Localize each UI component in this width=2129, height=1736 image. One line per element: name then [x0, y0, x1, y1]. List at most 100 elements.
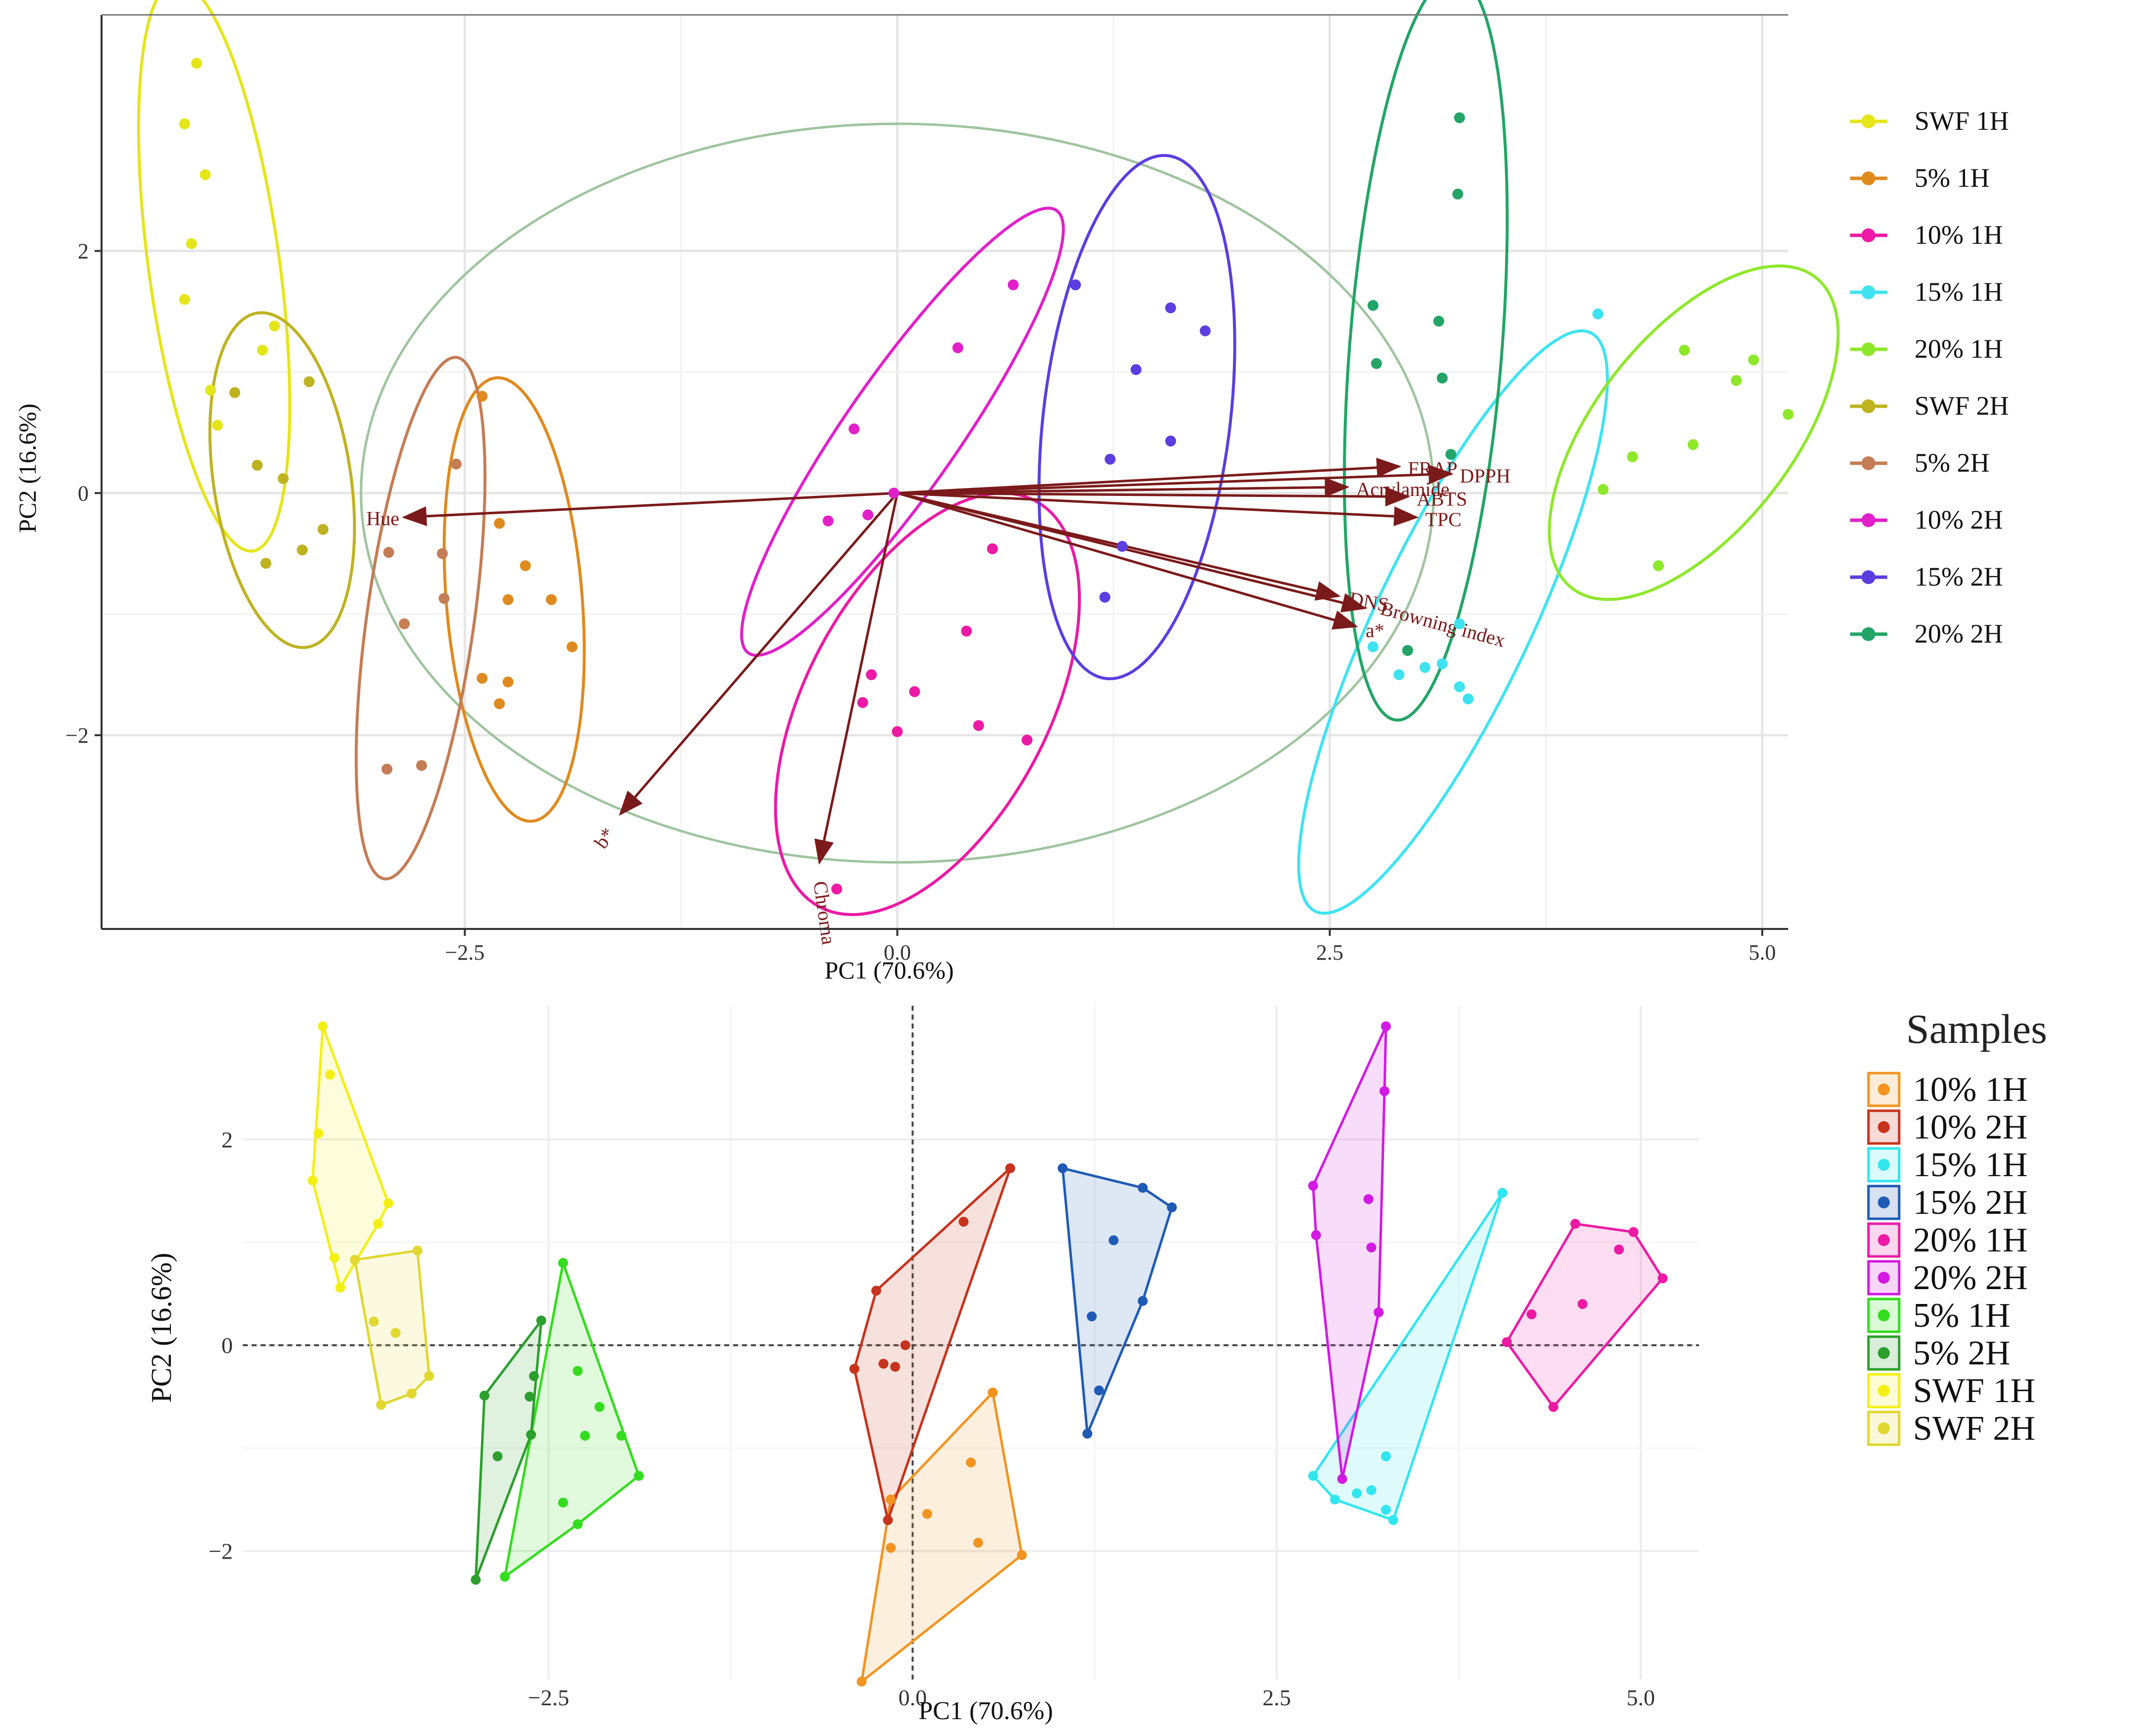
point-5pct-2h: [479, 1390, 490, 1401]
legend-key-point: [1862, 627, 1875, 641]
point-15pct-1h: [1381, 1451, 1391, 1462]
point-5pct-1h: [558, 1497, 568, 1508]
point-5pct-2h: [492, 1451, 503, 1462]
point-10pct-1h: [909, 686, 920, 698]
legend-label-5pct-1h: 5% 1H: [1915, 163, 1989, 193]
point-5pct-1h: [502, 676, 514, 688]
point-swf-2h: [350, 1254, 360, 1265]
point-10pct-1h: [1016, 1550, 1027, 1560]
point-swf-2h: [369, 1316, 379, 1327]
point-5pct-1h: [500, 1572, 510, 1582]
point-swf-2h: [277, 473, 289, 484]
point-15pct-1h: [1454, 618, 1465, 630]
y-tick-label: 0: [221, 1333, 233, 1358]
point-5pct-1h: [477, 673, 488, 684]
legend-label-20pct-2h: 20% 2H: [1913, 1259, 2027, 1297]
point-15pct-2h: [1109, 1235, 1119, 1246]
point-15pct-2h: [1105, 453, 1116, 465]
point-20pct-2h: [1366, 1242, 1377, 1252]
legend-key-point: [1862, 285, 1875, 299]
point-5pct-2h: [471, 1574, 481, 1585]
point-swf-1h: [269, 321, 280, 332]
legend-key-point: [1862, 399, 1875, 413]
loading-label-hue: Hue: [367, 507, 400, 530]
legend-label-15pct-2h: 15% 2H: [1915, 562, 2003, 592]
point-10pct-1h: [831, 883, 843, 895]
point-swf-2h: [376, 1400, 386, 1410]
point-5pct-1h: [616, 1430, 627, 1441]
point-10pct-1h: [973, 720, 984, 731]
hull-panel: −2.5 0.0 2.5 5.0 −2 0 2 PC1 (70.6%) PC2 (16.6%…: [145, 1006, 2047, 1725]
legend-key-point: [1862, 114, 1875, 128]
point-swf-1h: [205, 384, 216, 396]
loading-arrow-a: [897, 491, 1358, 630]
y-tick-label: −2: [209, 1538, 233, 1564]
hull-swf-1h: [311, 1026, 390, 1291]
ellipse-swf-1h: [137, 0, 292, 553]
point-5pct-2h: [450, 458, 462, 470]
legend-key-point: [1878, 1234, 1890, 1246]
loading-label-abts: ABTS: [1417, 488, 1467, 510]
point-swf-2h: [424, 1371, 434, 1381]
point-5pct-2h: [536, 1315, 546, 1326]
loading-arrow-tpc: [897, 491, 1419, 527]
ellipse-5pct-1h: [442, 376, 586, 823]
point-5pct-1h: [546, 594, 557, 605]
point-15pct-1h: [1308, 1470, 1318, 1481]
point-swf-2h: [260, 558, 271, 569]
point-20pct-2h: [1454, 112, 1465, 123]
legend-label-15pct-2h: 15% 2H: [1913, 1184, 2027, 1222]
legend-key-point: [1878, 1159, 1890, 1171]
point-15pct-1h: [1330, 1494, 1340, 1505]
y-tick-label: 2: [221, 1127, 233, 1152]
point-10pct-2h: [888, 488, 900, 499]
point-20pct-2h: [1445, 449, 1456, 460]
point-5pct-1h: [494, 698, 505, 709]
legend-label-15pct-1h: 15% 1H: [1915, 277, 2003, 307]
point-swf-1h: [308, 1175, 318, 1186]
loading-label-frap: FRAP: [1408, 458, 1457, 480]
point-10pct-2h: [862, 509, 874, 521]
point-20pct-1h: [1627, 451, 1638, 462]
point-20pct-1h: [1501, 1337, 1512, 1347]
point-5pct-2h: [416, 760, 427, 771]
point-20pct-1h: [1597, 484, 1609, 495]
legend-key-point: [1878, 1422, 1890, 1434]
point-20pct-1h: [1679, 344, 1690, 356]
point-20pct-2h: [1437, 373, 1448, 384]
point-swf-1h: [325, 1070, 335, 1080]
hull-tick-labels: −2.5 0.0 2.5 5.0 −2 0 2: [209, 1127, 1655, 1710]
point-20pct-1h: [1614, 1245, 1624, 1255]
point-10pct-2h: [1008, 279, 1019, 290]
point-15pct-2h: [1070, 279, 1081, 290]
point-swf-1h: [191, 57, 203, 69]
point-swf-1h: [200, 169, 211, 180]
ellipse-10pct-2h: [740, 207, 1065, 657]
point-10pct-2h: [952, 342, 963, 354]
point-10pct-1h: [987, 543, 998, 554]
point-15pct-2h: [1087, 1311, 1097, 1322]
point-15pct-2h: [1099, 592, 1111, 603]
ellipse-15pct-1h: [1297, 329, 1609, 915]
point-swf-2h: [304, 376, 315, 387]
legend-label-swf-1h: SWF 1H: [1915, 106, 2009, 136]
point-10pct-2h: [883, 1515, 893, 1525]
point-15pct-2h: [1137, 1296, 1148, 1306]
point-5pct-1h: [566, 641, 578, 652]
biplot-points: [179, 57, 1794, 895]
point-20pct-2h: [1308, 1181, 1318, 1191]
point-swf-2h: [407, 1388, 417, 1399]
legend-label-10pct-2h: 10% 2H: [1913, 1108, 2027, 1146]
legend-key-point: [1862, 513, 1875, 527]
legend-key-point: [1878, 1084, 1890, 1095]
legend-label-5pct-2h: 5% 2H: [1913, 1334, 2010, 1372]
point-20pct-2h: [1371, 358, 1382, 369]
point-swf-1h: [257, 344, 268, 356]
point-15pct-1h: [1381, 1505, 1391, 1515]
loading-arrow-b: [619, 492, 899, 816]
point-10pct-2h: [1005, 1163, 1015, 1174]
point-15pct-1h: [1366, 1485, 1377, 1495]
biplot-y-axis-label: PC2 (16.6%): [13, 403, 41, 533]
point-swf-2h: [297, 544, 308, 556]
